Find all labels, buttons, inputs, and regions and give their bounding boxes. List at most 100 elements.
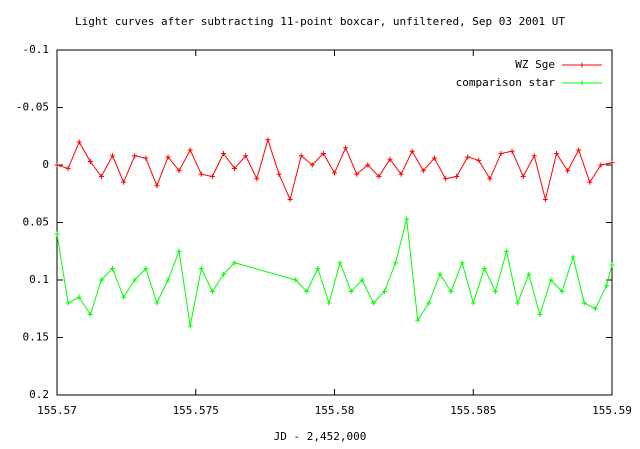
point xyxy=(476,157,482,163)
point xyxy=(359,277,365,283)
point xyxy=(426,300,432,306)
point xyxy=(187,323,193,329)
y-tick-label: -0.05 xyxy=(16,101,49,114)
point xyxy=(209,174,215,179)
point xyxy=(232,165,238,171)
legend-marker xyxy=(579,80,585,86)
point xyxy=(209,289,215,294)
point xyxy=(154,183,160,189)
point xyxy=(443,176,448,182)
point xyxy=(176,168,182,174)
point xyxy=(98,174,104,179)
point xyxy=(559,289,565,294)
point xyxy=(87,159,93,165)
point xyxy=(98,277,104,283)
point xyxy=(431,155,437,161)
point xyxy=(492,289,498,294)
point xyxy=(298,153,304,159)
point xyxy=(387,156,393,162)
point xyxy=(326,300,332,306)
point xyxy=(65,165,71,171)
point xyxy=(309,162,315,168)
point xyxy=(376,174,382,179)
x-tick-label: 155.58 xyxy=(315,404,355,417)
point xyxy=(609,160,615,166)
point xyxy=(448,289,454,294)
point xyxy=(54,162,60,168)
point xyxy=(221,151,226,156)
point xyxy=(437,271,443,277)
point xyxy=(565,168,571,174)
point xyxy=(592,306,598,312)
point xyxy=(293,277,299,283)
point xyxy=(154,300,160,306)
plot-frame xyxy=(56,49,613,396)
point xyxy=(337,260,343,266)
point xyxy=(287,197,293,202)
point xyxy=(343,145,349,151)
series-line xyxy=(56,137,613,202)
point xyxy=(315,266,321,271)
point xyxy=(254,176,260,182)
point xyxy=(348,289,354,294)
point xyxy=(76,294,82,300)
point xyxy=(65,300,71,306)
point xyxy=(526,271,532,277)
point xyxy=(581,300,587,306)
point xyxy=(121,294,127,300)
point xyxy=(354,171,360,177)
legend-label: comparison star xyxy=(456,76,556,89)
point xyxy=(515,300,521,306)
point xyxy=(398,171,404,177)
point xyxy=(198,171,204,177)
point xyxy=(487,176,493,182)
point xyxy=(587,179,593,185)
point xyxy=(198,266,204,271)
x-axis-label: JD - 2,452,000 xyxy=(274,430,367,443)
point xyxy=(370,300,376,306)
point xyxy=(276,171,282,177)
point xyxy=(409,148,415,154)
point xyxy=(165,154,171,160)
point xyxy=(110,153,115,159)
point xyxy=(548,277,554,283)
point xyxy=(132,277,138,283)
point xyxy=(221,271,226,277)
point xyxy=(454,174,460,179)
legend-marker xyxy=(579,62,585,68)
y-tick-label: 0.05 xyxy=(23,216,50,229)
point xyxy=(531,153,537,159)
chart-title: Light curves after subtracting 11-point … xyxy=(75,15,565,28)
point xyxy=(420,168,426,174)
y-tick-label: -0.1 xyxy=(23,43,50,56)
point xyxy=(76,139,82,145)
point xyxy=(165,277,171,283)
point xyxy=(609,262,615,268)
point xyxy=(520,174,526,179)
point xyxy=(542,197,548,202)
point xyxy=(320,151,326,156)
point xyxy=(121,179,127,185)
point xyxy=(381,289,387,294)
x-tick-label: 155.59 xyxy=(592,404,632,417)
point xyxy=(265,137,271,143)
point xyxy=(187,147,193,153)
x-tick-label: 155.585 xyxy=(450,404,496,417)
point xyxy=(110,266,115,271)
point xyxy=(554,151,559,156)
y-tick-label: 0.15 xyxy=(23,331,50,344)
point xyxy=(570,254,576,260)
point xyxy=(509,148,515,154)
point xyxy=(332,170,337,176)
point xyxy=(504,248,510,254)
point xyxy=(404,216,410,222)
point xyxy=(304,289,310,294)
point xyxy=(576,147,582,153)
point xyxy=(143,155,149,161)
legend-label: WZ Sge xyxy=(515,58,555,71)
y-tick-label: 0.1 xyxy=(29,273,49,286)
point xyxy=(365,162,371,168)
point xyxy=(481,266,487,271)
point xyxy=(415,317,421,323)
